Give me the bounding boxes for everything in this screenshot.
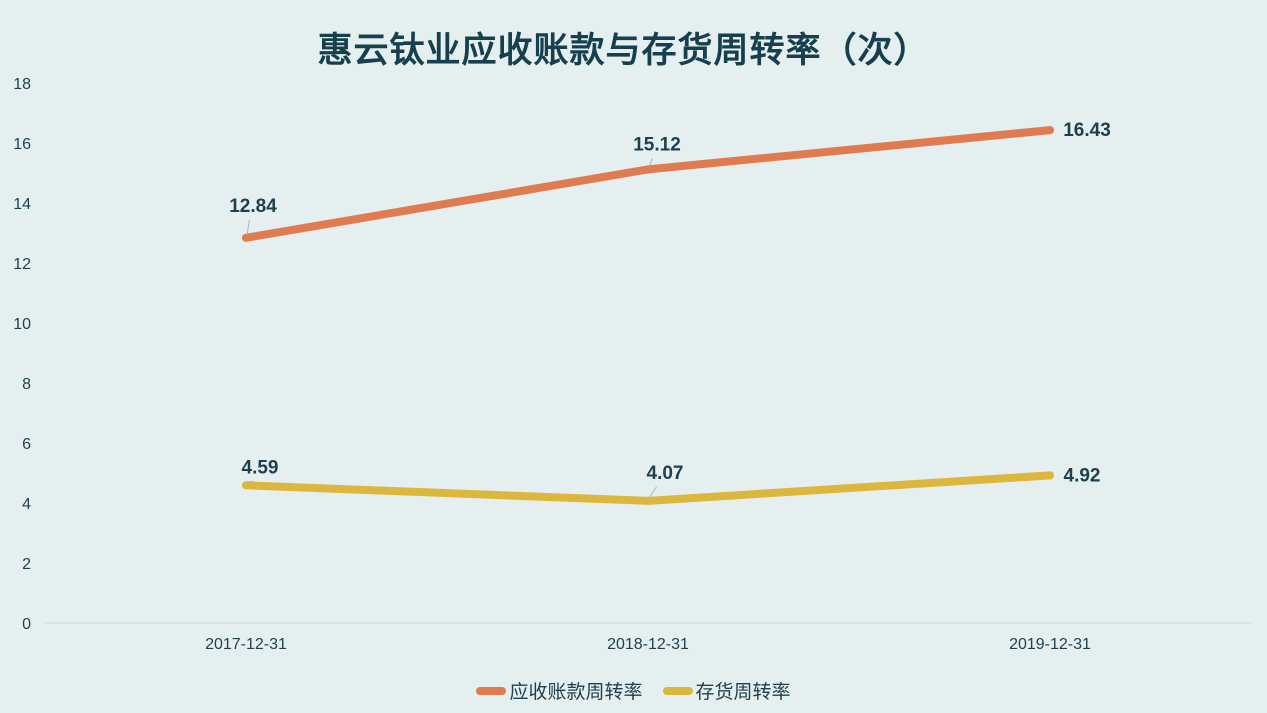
y-tick-label: 14 <box>13 196 31 213</box>
y-tick-label: 0 <box>22 616 31 633</box>
data-label: 4.59 <box>242 457 279 478</box>
legend-item-inventory-turnover[interactable]: 存货周转率 <box>662 677 791 704</box>
data-label: 12.84 <box>229 196 277 217</box>
y-tick-label: 2 <box>22 556 31 573</box>
y-tick-label: 12 <box>13 256 31 273</box>
y-tick-label: 10 <box>13 316 31 333</box>
x-tick-label: 2017-12-31 <box>205 636 287 653</box>
data-label-leader <box>648 486 657 499</box>
data-label-leader <box>246 480 254 483</box>
data-label: 15.12 <box>633 134 681 155</box>
legend-swatch-inventory <box>662 686 693 695</box>
data-point <box>1046 126 1054 135</box>
x-tick-label: 2019-12-31 <box>1009 636 1091 653</box>
legend-label-inventory: 存货周转率 <box>695 681 791 703</box>
chart-title: 惠云钛业应收账款与存货周转率（次） <box>317 31 930 71</box>
legend-label-receivables: 应收账款周转率 <box>509 681 643 703</box>
data-point <box>644 496 652 505</box>
y-tick-label: 4 <box>22 496 31 513</box>
data-point <box>242 481 250 490</box>
data-label: 4.92 <box>1064 465 1101 486</box>
x-tick-label: 2018-12-31 <box>607 636 689 653</box>
legend-swatch-receivables <box>476 686 507 695</box>
data-label: 4.07 <box>647 463 684 484</box>
data-point <box>644 165 652 174</box>
data-label-leader <box>246 219 250 235</box>
data-point <box>1046 471 1054 480</box>
y-tick-label: 16 <box>13 136 31 153</box>
legend: 应收账款周转率 存货周转率 <box>0 677 1267 704</box>
y-tick-label: 6 <box>22 436 31 453</box>
legend-item-receivables-turnover[interactable]: 应收账款周转率 <box>476 677 643 704</box>
data-point <box>242 233 250 242</box>
data-label: 16.43 <box>1063 120 1111 141</box>
y-tick-label: 8 <box>22 376 31 393</box>
y-tick-label: 18 <box>13 76 31 93</box>
data-label-leader <box>648 158 653 167</box>
